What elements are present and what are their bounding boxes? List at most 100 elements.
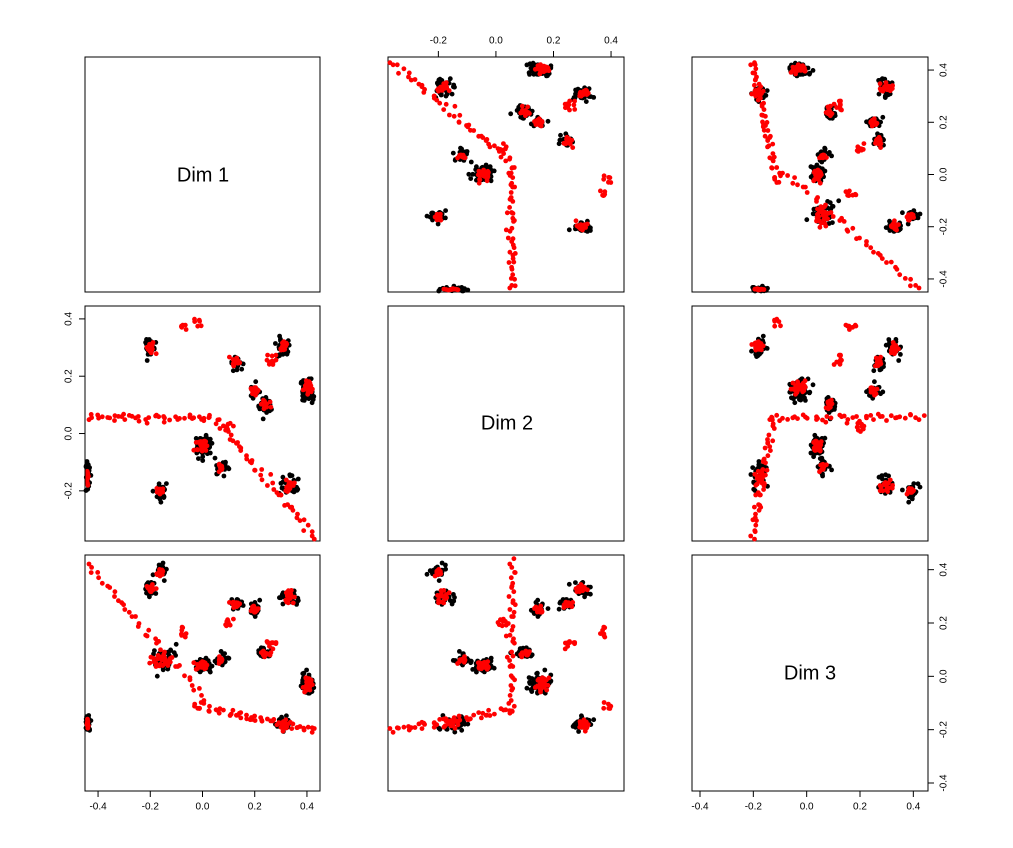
data-point <box>161 414 167 419</box>
data-point <box>193 436 199 441</box>
data-point <box>508 190 514 195</box>
data-point <box>756 286 762 292</box>
data-point <box>580 227 585 233</box>
data-point <box>199 661 204 667</box>
data-point <box>483 661 488 667</box>
data-point <box>532 119 537 124</box>
data-point <box>470 171 476 177</box>
data-point <box>259 477 265 483</box>
data-point <box>234 367 240 373</box>
data-point <box>893 349 899 354</box>
data-point <box>512 677 517 683</box>
data-point <box>507 607 513 612</box>
data-point <box>844 420 850 426</box>
panel-1-1 <box>84 56 321 293</box>
data-point <box>539 120 545 126</box>
data-point <box>752 529 758 535</box>
data-point <box>757 90 763 95</box>
data-point <box>545 118 551 124</box>
data-point <box>310 397 316 402</box>
data-point <box>450 286 456 292</box>
tick-label: -0.2 <box>745 802 763 813</box>
data-point <box>512 218 517 223</box>
data-point <box>199 441 204 447</box>
data-point <box>406 727 412 733</box>
data-point <box>457 649 462 654</box>
data-point <box>451 113 457 119</box>
data-point <box>868 120 874 126</box>
data-point <box>836 98 842 104</box>
data-point <box>307 687 313 693</box>
data-point <box>917 211 923 217</box>
data-point <box>512 251 518 256</box>
data-point <box>573 218 579 224</box>
tick-label: 0.2 <box>939 115 950 129</box>
data-point <box>913 415 918 421</box>
data-point <box>150 587 156 593</box>
data-point <box>768 133 773 139</box>
data-point <box>749 348 754 354</box>
data-point <box>230 707 236 713</box>
data-point <box>470 667 476 672</box>
data-point <box>450 150 456 156</box>
data-point <box>501 151 506 157</box>
data-point <box>814 447 820 453</box>
data-point <box>795 379 800 385</box>
data-point <box>144 420 150 426</box>
data-point <box>441 107 447 112</box>
data-point <box>546 675 552 681</box>
data-point <box>285 600 291 606</box>
data-point <box>505 621 511 626</box>
data-point <box>850 415 856 420</box>
data-point <box>121 602 126 608</box>
data-point <box>601 631 607 637</box>
data-point <box>811 454 816 460</box>
data-point <box>270 646 276 652</box>
data-point <box>503 144 509 150</box>
data-point <box>890 340 896 345</box>
data-point <box>753 511 758 517</box>
data-point <box>796 65 802 71</box>
data-point <box>877 138 883 144</box>
data-point <box>162 649 167 655</box>
data-point <box>507 693 513 698</box>
data-point <box>770 417 775 423</box>
data-point <box>284 351 290 357</box>
data-point <box>561 605 567 610</box>
tick-label: 0.2 <box>853 802 867 813</box>
data-point <box>770 158 776 164</box>
data-point <box>905 221 911 227</box>
data-point <box>307 380 313 386</box>
tick-label: 0.4 <box>939 63 950 77</box>
data-point <box>484 712 490 718</box>
data-point <box>437 100 443 106</box>
data-point <box>545 606 551 611</box>
data-point <box>227 420 233 426</box>
data-point <box>585 587 590 593</box>
data-point <box>566 227 572 233</box>
data-point <box>163 661 169 666</box>
data-point <box>289 726 295 731</box>
data-point <box>173 641 179 647</box>
data-point <box>800 184 806 190</box>
data-point <box>827 399 833 405</box>
data-point <box>193 666 199 672</box>
data-point <box>778 323 783 329</box>
data-point <box>573 87 578 93</box>
data-point <box>752 536 757 542</box>
data-point <box>305 522 311 528</box>
data-point <box>888 347 894 353</box>
data-point <box>222 461 228 466</box>
data-point <box>213 421 219 427</box>
data-point <box>757 93 763 99</box>
data-point <box>215 417 221 423</box>
data-point <box>294 599 300 605</box>
data-point <box>876 91 882 97</box>
data-point <box>533 600 539 605</box>
data-point <box>194 447 200 452</box>
data-point <box>816 441 822 447</box>
data-point <box>266 361 272 367</box>
data-point <box>227 622 233 628</box>
data-point <box>503 158 509 164</box>
data-point <box>824 414 830 419</box>
